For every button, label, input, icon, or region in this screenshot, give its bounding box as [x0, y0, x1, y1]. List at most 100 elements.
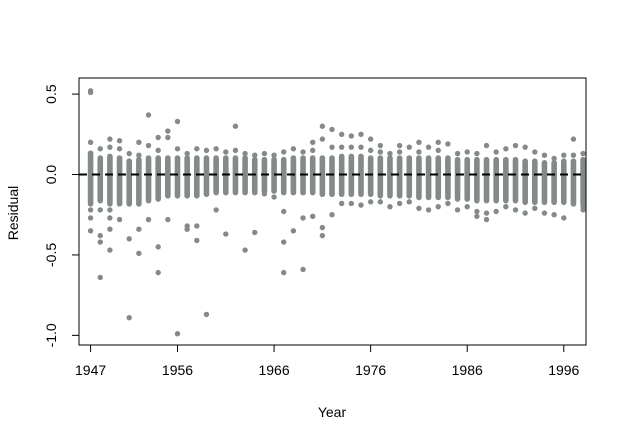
data-point [203, 311, 210, 318]
data-point [223, 149, 229, 155]
data-point [416, 205, 422, 211]
residual-column [387, 155, 393, 199]
residual-column [309, 155, 316, 196]
data-point [387, 203, 393, 210]
data-point [338, 200, 345, 207]
data-point [580, 207, 586, 213]
residual-column [174, 155, 181, 199]
x-axis: 1947 1956 1966 1976 1986 1996 [75, 344, 580, 378]
data-point [425, 144, 432, 150]
data-point [290, 146, 297, 152]
data-point [126, 236, 132, 242]
data-point [165, 216, 171, 223]
data-points [87, 88, 586, 337]
data-point [97, 274, 103, 281]
residual-column [532, 158, 538, 206]
data-point [570, 152, 577, 158]
data-point [338, 131, 345, 137]
data-point [232, 123, 239, 129]
data-point [300, 215, 306, 221]
data-point [319, 232, 326, 239]
data-point [271, 194, 277, 200]
data-point [561, 152, 567, 158]
data-point [107, 207, 113, 213]
data-point [474, 208, 480, 215]
data-point [532, 149, 538, 155]
residual-column [416, 155, 422, 201]
data-point [367, 136, 374, 142]
data-point [145, 216, 152, 223]
y-tick-label: -0.5 [43, 243, 59, 267]
data-point [570, 136, 577, 142]
residual-column [493, 156, 499, 204]
y-axis: 0.5 0.0 -0.5 -1.0 [43, 84, 80, 347]
residual-column [87, 150, 94, 207]
residual-column [280, 156, 287, 196]
data-point [136, 152, 142, 158]
data-point [445, 141, 451, 147]
data-point [541, 210, 548, 216]
residual-column [570, 158, 577, 207]
data-point [570, 197, 577, 203]
data-point [126, 314, 132, 321]
residual-column [551, 160, 557, 206]
data-point [194, 223, 200, 229]
data-point [87, 228, 94, 234]
residual-column [396, 155, 403, 199]
data-point [155, 269, 161, 276]
data-point [116, 146, 123, 152]
y-tick-label: -1.0 [43, 323, 59, 347]
data-point [338, 144, 345, 150]
data-point [97, 239, 103, 245]
data-point [194, 146, 200, 152]
data-point [416, 149, 422, 155]
x-tick-label: 1947 [75, 362, 106, 378]
data-point [174, 331, 181, 337]
residual-column [580, 156, 586, 207]
x-tick-label: 1986 [452, 362, 483, 378]
data-point [281, 208, 287, 215]
data-point [252, 229, 258, 236]
x-axis-title: Year [318, 404, 347, 420]
data-point [348, 133, 355, 139]
residual-column [406, 155, 413, 199]
data-point [483, 216, 490, 223]
data-point [194, 237, 200, 244]
data-point [454, 207, 461, 213]
data-point [281, 269, 287, 276]
data-point [242, 150, 248, 157]
data-point [310, 213, 316, 220]
data-point [358, 131, 364, 137]
data-point [107, 215, 113, 221]
residual-column [116, 155, 123, 207]
data-point [155, 147, 161, 154]
residual-column [358, 153, 364, 198]
data-point [358, 202, 364, 208]
data-point [87, 89, 94, 96]
data-point [232, 147, 239, 154]
data-point [377, 199, 384, 205]
residual-column [512, 156, 519, 204]
residual-column [251, 156, 258, 196]
x-tick-label: 1976 [355, 362, 386, 378]
data-point [319, 224, 326, 231]
data-point [483, 142, 490, 149]
residual-column [242, 155, 248, 196]
data-point [512, 207, 519, 213]
data-point [300, 149, 306, 155]
data-point [541, 152, 548, 158]
residual-column [464, 156, 471, 202]
data-point [174, 146, 181, 152]
data-point [396, 149, 403, 155]
data-point [116, 138, 123, 144]
residual-column [425, 155, 432, 201]
residual-column [165, 155, 171, 199]
data-point [136, 226, 142, 232]
data-point [493, 149, 499, 155]
data-point [136, 139, 142, 146]
data-point [319, 123, 326, 129]
residual-column [445, 155, 451, 201]
residual-column [474, 156, 480, 204]
residual-column [194, 155, 200, 199]
